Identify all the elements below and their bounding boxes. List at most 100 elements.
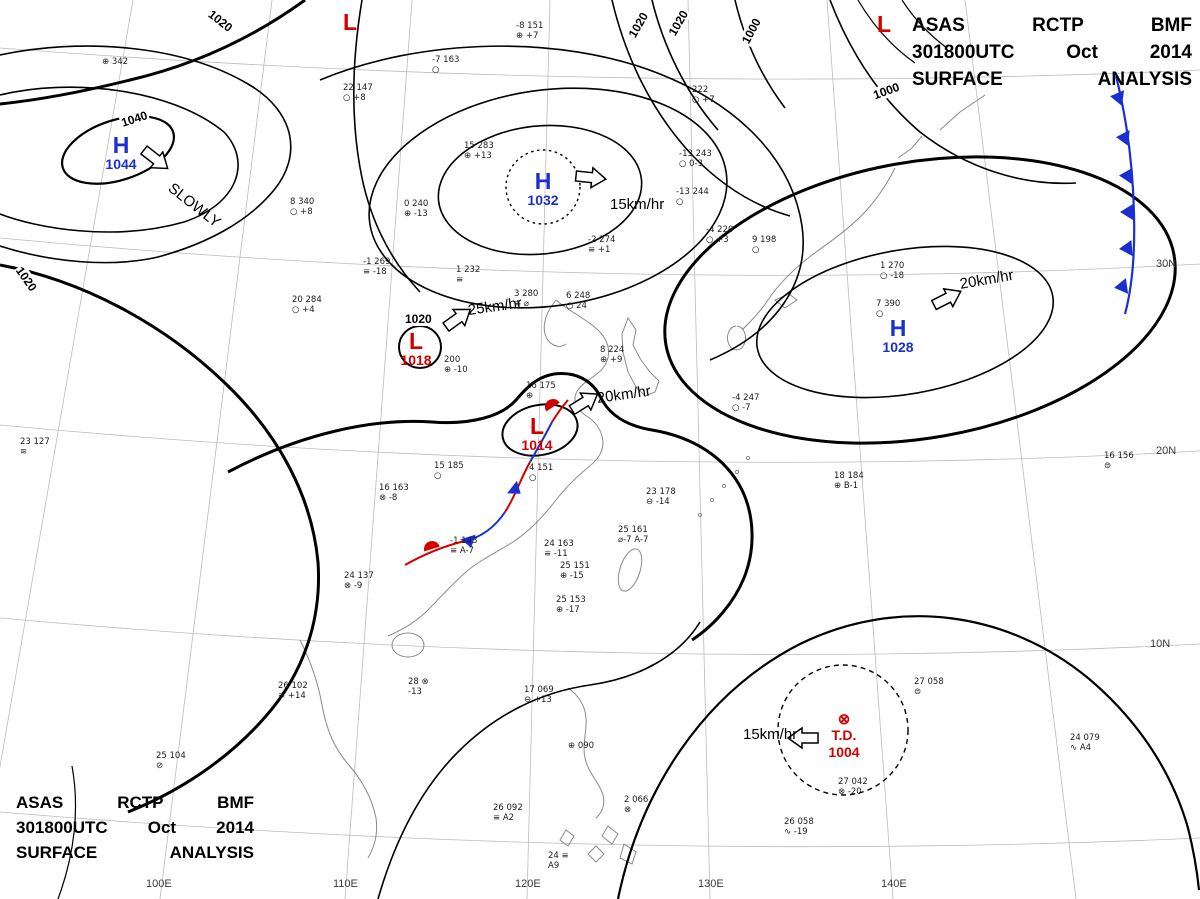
station-plot: 15 185 ○ xyxy=(434,461,464,481)
station-plot: 16 156 ⊜ xyxy=(1104,451,1134,471)
station-plot: -1 143 ≡ A-7 xyxy=(450,536,478,556)
pressure-center-l-1018: L 1018 xyxy=(400,328,432,369)
movement-arrows xyxy=(139,145,962,750)
station-plot: 28 ⊗ -13 xyxy=(408,677,429,697)
isobar-label: 1020 xyxy=(625,9,652,41)
pressure-center-name: T.D. xyxy=(831,727,857,743)
station-plot: 22 147 ○ +8 xyxy=(343,83,373,103)
analysis-type: SURFACE ANALYSIS xyxy=(912,69,1192,90)
station-plot: 20 284 ○ +4 xyxy=(292,295,322,315)
isobar-label: 1040 xyxy=(118,107,151,131)
product-name: ASAS RCTP BMF xyxy=(912,15,1192,36)
station-plot: 16 163 ⊗ -8 xyxy=(379,483,409,503)
pressure-center-value: 1044 xyxy=(105,156,137,172)
station-plot: ⊕ 090 xyxy=(568,741,595,751)
graticule-label: 10N xyxy=(1150,638,1171,650)
station-plot: 27 042 ⊗ -20 xyxy=(838,777,868,797)
station-plot: 1 270 ○ -18 xyxy=(880,261,905,281)
station-plot: 16 175 ⊕ xyxy=(526,381,556,401)
graticule-label: 100E xyxy=(146,878,172,890)
station-plot: 0 240 ⊕ -13 xyxy=(404,199,429,219)
isobar-label: 1020 xyxy=(12,263,41,295)
pressure-center-symbol: H xyxy=(112,132,130,158)
station-plot: 26 102 ≡ +14 xyxy=(278,681,308,701)
pressure-center-symbol: H xyxy=(534,168,552,194)
graticule-label: 120E xyxy=(515,878,541,890)
analysis-type: SURFACE ANALYSIS xyxy=(16,843,254,862)
station-plot: 25 161 ⌀-7 A-7 xyxy=(618,525,649,545)
pressure-center-h-1028: H 1028 xyxy=(882,315,914,356)
station-plot: 24 ≡ A9 xyxy=(548,851,569,871)
movement-arrow xyxy=(442,308,472,333)
pressure-center-symbol: L xyxy=(342,9,358,35)
graticule-label: 130E xyxy=(698,878,724,890)
movement-arrow xyxy=(574,166,608,189)
isobar-label: 1000 xyxy=(738,15,765,47)
station-plot: -7 163 ○ xyxy=(432,55,460,75)
station-plot: 15 283 ⊕ +13 xyxy=(464,141,494,161)
pressure-center-value: 1014 xyxy=(521,437,553,453)
station-plot: 27 058 ⊜ xyxy=(914,677,944,697)
station-plot: 23 178 ⊖ -14 xyxy=(646,487,676,507)
isobar-label: 1020 xyxy=(404,312,433,326)
cold-front xyxy=(1110,75,1136,315)
station-plot: 8 340 ○ +8 xyxy=(290,197,315,217)
station-plot: 18 184 ⊕ B-1 xyxy=(834,471,864,491)
pressure-center-value: 1018 xyxy=(400,352,432,368)
station-plot: 24 079 ∿ A4 xyxy=(1070,733,1100,753)
station-plot: 7 390 ○ xyxy=(876,299,901,319)
station-plot: -13 243 ○ 0-3 xyxy=(679,149,712,169)
product-name: ASAS RCTP BMF xyxy=(16,793,254,812)
station-plot: 200 ⊕ -10 xyxy=(444,355,468,375)
pressure-center-l-top-center: L xyxy=(342,9,358,35)
movement-speed-label: SLOWLY xyxy=(164,179,224,232)
isobar-label: 1000 xyxy=(870,79,903,103)
station-plot: -1 269 ≡ -18 xyxy=(363,257,391,277)
movement-speed-label: 15km/hr xyxy=(610,196,665,213)
movement-arrow xyxy=(568,392,599,416)
station-plot: 26 058 ∿ -19 xyxy=(784,817,814,837)
station-plot: -4 220 ○ +3 xyxy=(706,225,734,245)
station-plot: 6 248 ○ 24 xyxy=(566,291,591,311)
pressure-center-value: 1004 xyxy=(828,744,860,760)
station-plot: 17 069 ⊖ +13 xyxy=(524,685,554,705)
analysis-time: 301800UTC Oct 2014 xyxy=(912,42,1192,63)
station-plot: 4 151 ○ xyxy=(529,463,554,483)
isobar-label: 1020 xyxy=(204,6,236,36)
pressure-center-td-1004: ⊗ T.D. 1004 xyxy=(828,712,859,761)
station-plot: -2 274 ≡ +1 xyxy=(588,235,616,255)
pressure-center-symbol: L xyxy=(408,328,424,354)
movement-speed-label: 15km/hr xyxy=(743,726,798,743)
coastlines xyxy=(299,94,986,865)
station-plot: 25 153 ⊕ -17 xyxy=(556,595,586,615)
station-plot: -4 247 ○ -7 xyxy=(732,393,760,413)
pressure-center-value: 1028 xyxy=(882,339,914,355)
station-plot: 3 280 ≡ ⌀ xyxy=(514,289,539,309)
pressure-center-l-top-right: L xyxy=(876,11,892,37)
station-plot: 1 232 ≡ xyxy=(456,265,481,285)
pressure-center-l-1014: L 1014 xyxy=(521,415,553,454)
station-plot: 24 163 ≡ -11 xyxy=(544,539,574,559)
movement-arrow xyxy=(930,287,962,311)
station-plot: 2 066 ⊗ xyxy=(624,795,649,815)
movement-arrow xyxy=(139,145,169,170)
station-plot: 25 104 ⊘ xyxy=(156,751,186,771)
title-block-top-right: ASAS RCTP BMF 301800UTC Oct 2014 SURFACE… xyxy=(912,12,1192,93)
pressure-center-h-1044: H 1044 xyxy=(105,132,137,173)
station-plot: 24 137 ⊗ -9 xyxy=(344,571,374,591)
pressure-center-value: 1032 xyxy=(527,192,559,208)
pressure-center-symbol: H xyxy=(889,315,907,341)
movement-speed-label: 25km/hr xyxy=(466,294,523,319)
station-plot: -13 244 ○ xyxy=(676,187,709,207)
title-block-bottom-left: ASAS RCTP BMF 301800UTC Oct 2014 SURFACE… xyxy=(16,790,254,865)
graticule-label: 20N xyxy=(1156,445,1177,457)
pressure-center-symbol: L xyxy=(876,11,892,37)
stationary-front xyxy=(404,399,569,566)
station-plot: 25 151 ⊕ -15 xyxy=(560,561,590,581)
station-plot: 23 127 ≋ xyxy=(20,437,50,457)
graticule-label: 140E xyxy=(881,878,907,890)
